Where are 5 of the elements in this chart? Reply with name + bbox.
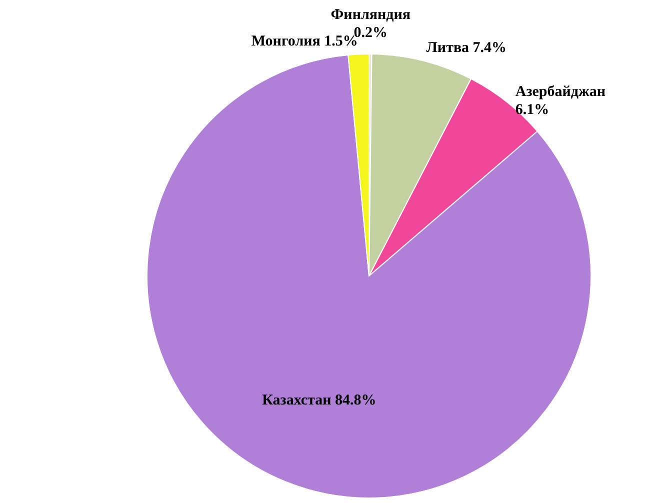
slice-label: Литва 7.4% xyxy=(426,40,507,56)
slice-label: Финляндия xyxy=(330,7,410,24)
slice-label: Казахстан 84.8% xyxy=(262,392,376,409)
data-label: 6.1% xyxy=(515,102,550,118)
slice-label: Азербайджан xyxy=(515,84,606,100)
